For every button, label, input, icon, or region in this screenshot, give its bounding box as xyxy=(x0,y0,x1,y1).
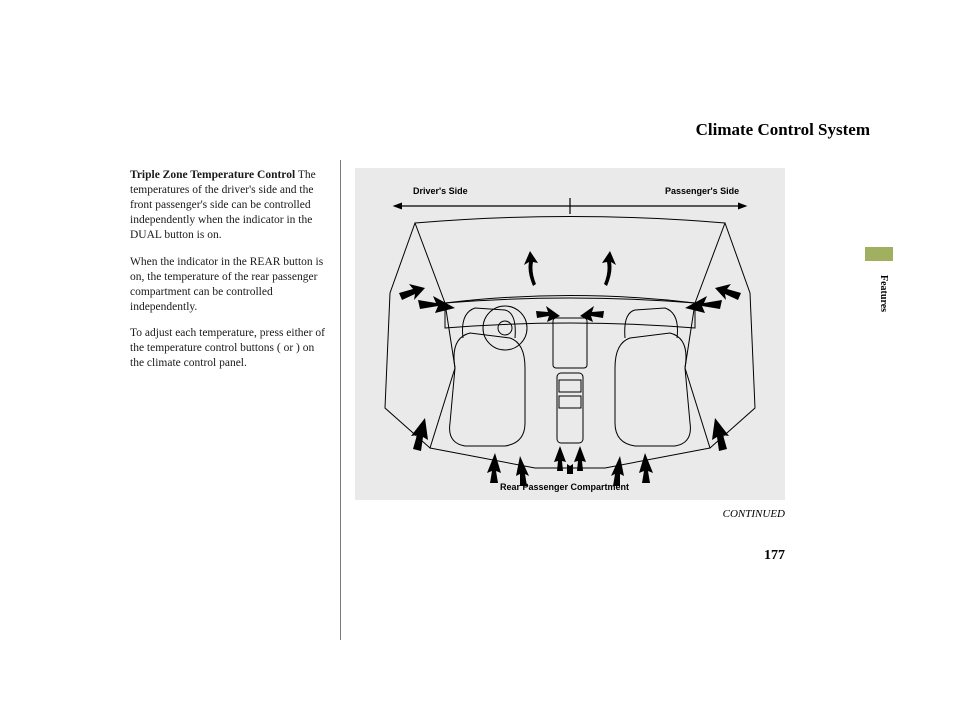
paragraph-2: When the indicator in the REAR button is… xyxy=(130,255,330,315)
continued-indicator: CONTINUED xyxy=(355,508,785,520)
page-number: 177 xyxy=(355,548,785,564)
label-rear-compartment: Rear Passenger Compartment xyxy=(500,482,629,492)
interior-airflow-diagram: Driver's Side Passenger's Side xyxy=(355,168,785,500)
car-interior-outline xyxy=(385,217,755,469)
body-text-column: Triple Zone Temperature Control The temp… xyxy=(130,168,330,383)
manual-page: Climate Control System Triple Zone Tempe… xyxy=(130,120,830,580)
section-subheading: Triple Zone Temperature Control xyxy=(130,169,295,181)
section-color-tab xyxy=(865,247,893,261)
page-title: Climate Control System xyxy=(696,120,870,140)
label-driver-side: Driver's Side xyxy=(413,186,468,196)
label-passenger-side: Passenger's Side xyxy=(665,186,739,196)
column-divider xyxy=(340,160,341,640)
section-side-label: Features xyxy=(878,275,889,312)
paragraph-3: To adjust each temperature, press either… xyxy=(130,326,330,371)
diagram-svg: Driver's Side Passenger's Side xyxy=(355,168,785,500)
